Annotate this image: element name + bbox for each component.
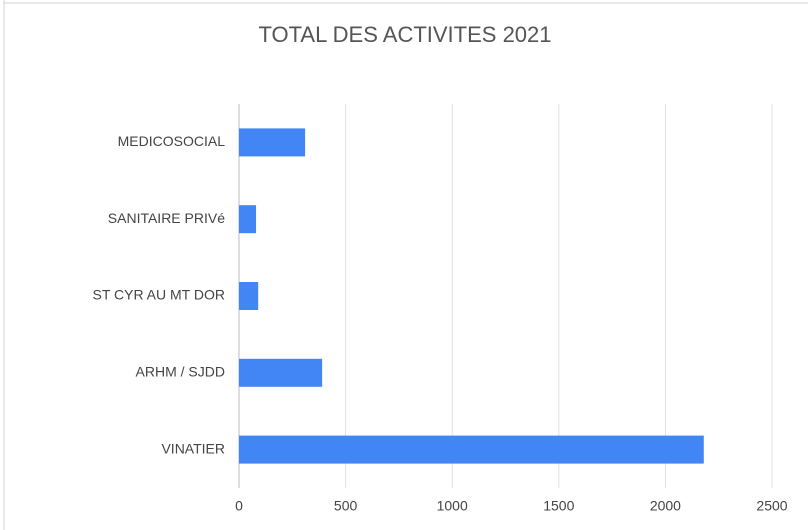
bar <box>239 282 259 310</box>
x-tick-label: 2000 <box>650 498 681 514</box>
chart-title: TOTAL DES ACTIVITES 2021 <box>258 22 551 47</box>
bar <box>239 128 306 157</box>
bar <box>239 358 323 387</box>
bar <box>239 435 704 464</box>
bar <box>239 205 257 234</box>
y-tick-label: ST CYR AU MT DOR <box>92 287 225 303</box>
y-tick-label: VINATIER <box>161 440 225 456</box>
x-tick-label: 2500 <box>756 498 787 514</box>
x-tick-label: 0 <box>235 498 243 514</box>
x-tick-label: 500 <box>334 498 358 514</box>
y-tick-label: ARHM / SJDD <box>136 364 225 380</box>
x-tick-label: 1500 <box>543 498 574 514</box>
y-tick-label: SANITAIRE PRIVé <box>108 210 225 226</box>
y-tick-label: MEDICOSOCIAL <box>118 133 226 149</box>
x-tick-label: 1000 <box>437 498 468 514</box>
